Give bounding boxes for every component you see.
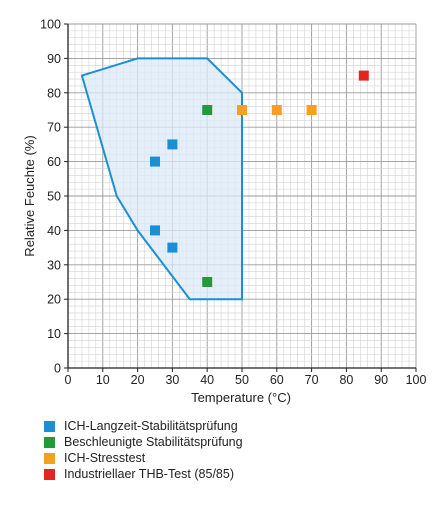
y-tick-label: 40 bbox=[47, 224, 61, 238]
legend-label: ICH-Langzeit-Stabilitätsprüfung bbox=[64, 419, 238, 433]
data-point bbox=[271, 105, 282, 115]
x-axis-label: Temperature (°C) bbox=[191, 390, 291, 405]
axes: 0 10 20 30 40 50 60 70 80 90 100 0 10 20 30 40 50 60 70 80 9… bbox=[40, 18, 426, 388]
y-tick-label: 0 bbox=[54, 362, 61, 376]
y-tick-label: 80 bbox=[47, 86, 61, 100]
data-point bbox=[306, 105, 317, 115]
y-tick-label: 50 bbox=[47, 190, 61, 204]
data-point bbox=[202, 277, 213, 287]
y-tick-label: 20 bbox=[47, 293, 61, 307]
x-tick-label: 10 bbox=[96, 373, 110, 387]
x-tick-label: 50 bbox=[235, 373, 249, 387]
data-point bbox=[150, 225, 160, 236]
x-tick-label: 70 bbox=[305, 373, 319, 387]
data-point bbox=[167, 139, 178, 150]
climate-region bbox=[80, 57, 243, 301]
data-point bbox=[150, 156, 160, 167]
y-tick-label: 60 bbox=[47, 155, 61, 169]
data-point bbox=[358, 70, 369, 81]
y-tick-label: 100 bbox=[40, 18, 61, 32]
legend-item: ICH-Stresstest bbox=[44, 450, 243, 466]
data-point bbox=[237, 105, 247, 115]
x-tick-label: 20 bbox=[131, 373, 145, 387]
y-tick-label: 10 bbox=[47, 327, 61, 341]
legend-swatch bbox=[44, 436, 55, 448]
x-tick-label: 0 bbox=[65, 373, 72, 387]
legend-item: Beschleunigte Stabilitätsprüfung bbox=[44, 434, 243, 450]
legend: ICH-Langzeit-Stabilitätsprüfung Beschleun… bbox=[44, 418, 243, 482]
data-points bbox=[150, 70, 369, 287]
y-axis-label: Relative Feuchte (%) bbox=[22, 135, 37, 256]
legend-label: ICH-Stresstest bbox=[64, 451, 146, 465]
legend-swatch bbox=[44, 452, 55, 464]
y-tick-label: 70 bbox=[47, 121, 61, 135]
x-tick-label: 40 bbox=[200, 373, 214, 387]
legend-item: Industriellaer THB-Test (85/85) bbox=[44, 466, 243, 482]
legend-label: Industriellaer THB-Test (85/85) bbox=[64, 467, 234, 481]
legend-swatch bbox=[44, 468, 55, 480]
region-layer bbox=[80, 57, 243, 301]
x-tick-label: 80 bbox=[339, 373, 353, 387]
x-tick-label: 60 bbox=[270, 373, 284, 387]
legend-swatch bbox=[44, 420, 55, 432]
legend-label: Beschleunigte Stabilitätsprüfung bbox=[64, 435, 243, 449]
y-tick-label: 30 bbox=[47, 258, 61, 272]
y-tick-label: 90 bbox=[47, 52, 61, 66]
data-point bbox=[202, 105, 213, 115]
data-point bbox=[167, 242, 178, 253]
legend-item: ICH-Langzeit-Stabilitätsprüfung bbox=[44, 418, 243, 434]
x-tick-label: 100 bbox=[406, 373, 427, 387]
x-tick-label: 90 bbox=[374, 373, 388, 387]
x-tick-label: 30 bbox=[165, 373, 179, 387]
